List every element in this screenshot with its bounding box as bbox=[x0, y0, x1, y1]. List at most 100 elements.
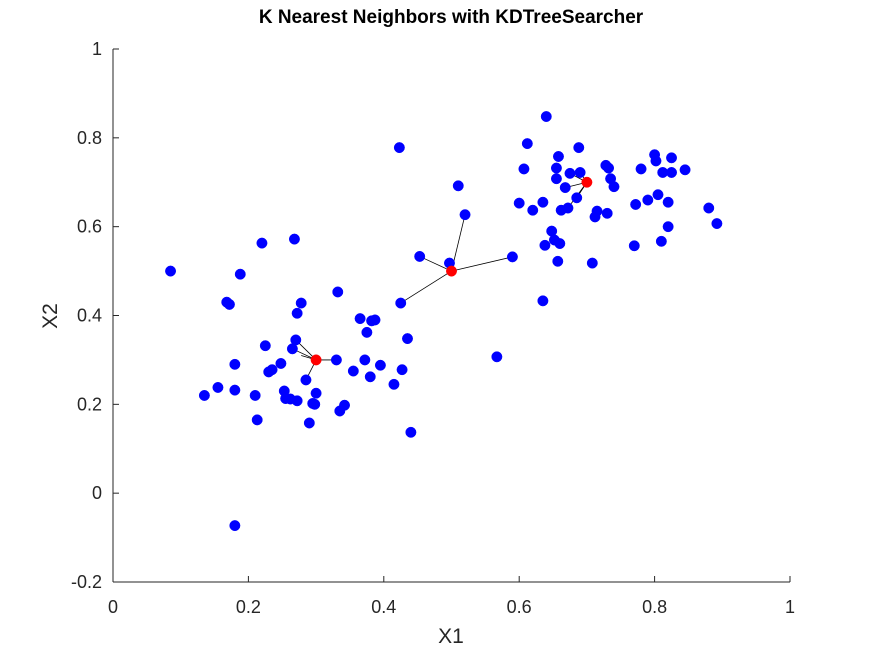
x-tick-label: 0.4 bbox=[371, 597, 396, 617]
data-point bbox=[300, 374, 312, 386]
data-point bbox=[212, 382, 224, 393]
data-point bbox=[275, 358, 287, 369]
data-point bbox=[290, 334, 302, 346]
data-point bbox=[291, 395, 303, 407]
data-point bbox=[608, 181, 620, 193]
data-point bbox=[198, 390, 210, 401]
data-point bbox=[553, 151, 564, 162]
data-point bbox=[554, 238, 566, 249]
data-point bbox=[223, 298, 235, 310]
data-point bbox=[655, 235, 667, 247]
data-point bbox=[662, 196, 674, 208]
data-point bbox=[603, 162, 615, 174]
data-point bbox=[586, 257, 598, 269]
data-point bbox=[540, 111, 552, 122]
data-point bbox=[571, 192, 583, 204]
data-point bbox=[601, 207, 613, 219]
data-point bbox=[364, 371, 376, 383]
data-point bbox=[652, 189, 664, 201]
neighbor-edge bbox=[419, 256, 452, 272]
data-point bbox=[288, 233, 300, 245]
y-axis-label: X2 bbox=[39, 303, 62, 329]
y-ticks: -0.2 0 0.2 0.4 0.6 0.8 1 bbox=[71, 39, 119, 592]
x-tick-label: 0.6 bbox=[507, 597, 532, 617]
data-point bbox=[256, 237, 268, 249]
data-point bbox=[291, 307, 303, 319]
data-point bbox=[703, 202, 715, 214]
data-point bbox=[550, 162, 562, 174]
data-point bbox=[662, 221, 674, 233]
data-point bbox=[518, 163, 530, 175]
x-tick-label: 1 bbox=[785, 597, 795, 617]
data-point bbox=[679, 164, 691, 176]
data-point bbox=[527, 204, 539, 216]
data-point bbox=[459, 209, 471, 221]
data-point bbox=[359, 354, 371, 366]
x-tick-label: 0.2 bbox=[236, 597, 261, 617]
data-point bbox=[642, 194, 654, 206]
data-point bbox=[559, 182, 571, 194]
data-point bbox=[539, 239, 551, 251]
x-tick-label: 0.8 bbox=[642, 597, 667, 617]
data-point bbox=[550, 173, 562, 185]
data-point bbox=[347, 365, 359, 377]
neighbor-edge bbox=[400, 270, 452, 304]
x-tick-label: 0 bbox=[108, 597, 118, 617]
chart-title: K Nearest Neighbors with KDTreeSearcher bbox=[259, 7, 644, 28]
neighbor-edge bbox=[451, 256, 513, 272]
y-tick-label: 0.2 bbox=[77, 394, 102, 414]
y-tick-label: -0.2 bbox=[71, 572, 102, 592]
data-point bbox=[229, 358, 241, 370]
x-axis-label: X1 bbox=[438, 625, 464, 648]
data-point bbox=[452, 180, 464, 192]
data-point bbox=[537, 196, 549, 208]
data-point bbox=[635, 163, 647, 175]
y-tick-label: 0.6 bbox=[77, 217, 102, 237]
y-tick-label: 0.8 bbox=[77, 128, 102, 148]
data-point bbox=[405, 426, 417, 438]
data-point bbox=[234, 268, 246, 280]
data-point bbox=[574, 167, 586, 178]
y-tick-label: 0 bbox=[92, 483, 102, 503]
y-tick-label: 1 bbox=[92, 39, 102, 59]
data-point bbox=[309, 398, 321, 410]
data-point bbox=[339, 399, 350, 411]
data-point bbox=[259, 340, 271, 352]
data-point bbox=[491, 351, 503, 363]
data-point bbox=[395, 297, 407, 309]
data-point bbox=[650, 155, 662, 167]
data-point bbox=[573, 142, 585, 154]
y-tick-label: 0.4 bbox=[77, 306, 102, 326]
data-point bbox=[295, 297, 307, 309]
data-point bbox=[537, 295, 549, 307]
data-point bbox=[361, 326, 373, 338]
data-point bbox=[564, 167, 576, 179]
data-point bbox=[513, 197, 525, 209]
data-point bbox=[249, 390, 261, 401]
x-ticks: 0 0.2 0.4 0.6 0.8 1 bbox=[108, 576, 795, 617]
data-point bbox=[303, 417, 315, 429]
data-point bbox=[630, 199, 642, 210]
data-point bbox=[666, 167, 677, 178]
query-point bbox=[446, 265, 457, 277]
data-point bbox=[354, 313, 366, 325]
data-point bbox=[251, 414, 263, 426]
data-point bbox=[552, 255, 564, 267]
data-point bbox=[562, 202, 574, 214]
query-point bbox=[310, 354, 322, 366]
data-point bbox=[330, 354, 342, 366]
data-point bbox=[521, 138, 533, 150]
data-point bbox=[229, 520, 241, 532]
data-point bbox=[396, 364, 408, 376]
data-point bbox=[666, 152, 677, 164]
data-point bbox=[374, 359, 386, 371]
data-point bbox=[369, 314, 381, 326]
data-points bbox=[165, 111, 723, 532]
data-point bbox=[414, 250, 426, 262]
data-point bbox=[310, 387, 322, 399]
data-point bbox=[402, 333, 413, 345]
data-point bbox=[393, 142, 405, 154]
query-point bbox=[581, 176, 593, 188]
